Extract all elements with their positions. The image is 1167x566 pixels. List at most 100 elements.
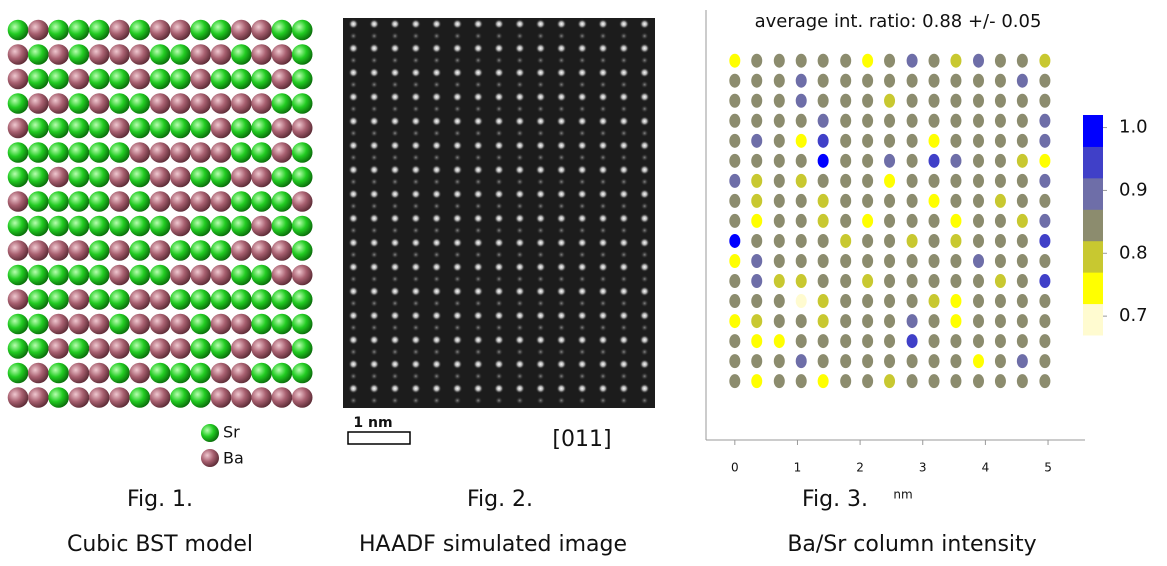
ba-atom [271, 387, 293, 408]
column-dot [751, 193, 763, 208]
column-dot [795, 153, 807, 168]
column-dot [840, 314, 852, 329]
sr-atom [68, 338, 90, 359]
column-dot [751, 334, 763, 349]
sr-atom [190, 313, 211, 335]
column-dot [817, 314, 829, 329]
column-dot [840, 113, 852, 128]
ba-atom [68, 240, 90, 261]
legend-sr-marker [201, 424, 219, 442]
ba-atom [170, 264, 191, 286]
column-dot [729, 253, 741, 268]
scale-bar [347, 431, 411, 445]
ba-atom [271, 117, 293, 139]
sr-atom [28, 313, 49, 335]
column-dot [950, 294, 962, 309]
column-dot [795, 354, 807, 369]
x-tick-label: 3 [919, 461, 927, 475]
column-dot [994, 193, 1006, 208]
column-dot [729, 173, 741, 188]
column-dot [973, 294, 985, 309]
sr-atom [170, 44, 191, 65]
sr-atom [231, 264, 252, 286]
ba-atom [251, 240, 272, 261]
ba-atom [28, 362, 49, 384]
column-dot [773, 93, 785, 108]
ba-atom [149, 387, 171, 408]
sr-atom [291, 215, 313, 237]
sr-atom [271, 93, 293, 114]
sr-atom [190, 387, 211, 408]
sr-atom [109, 142, 130, 163]
column-dot [884, 354, 896, 369]
column-dot [994, 274, 1006, 289]
column-dot [950, 354, 962, 369]
ba-atom [88, 44, 110, 65]
column-dot [729, 274, 741, 289]
column-dot [1016, 354, 1028, 369]
column-dot [884, 233, 896, 248]
ba-atom [210, 264, 232, 286]
column-dot [1016, 93, 1028, 108]
column-dot [795, 53, 807, 68]
ba-atom [48, 93, 69, 114]
ba-atom [7, 240, 29, 261]
column-dot [1039, 153, 1051, 168]
x-tick-label: 5 [1044, 461, 1052, 475]
ba-atom [231, 240, 252, 261]
column-dot [884, 294, 896, 309]
column-dot [906, 213, 918, 228]
column-dot [884, 73, 896, 88]
sr-atom [68, 117, 90, 139]
ba-atom [271, 44, 293, 65]
column-dot [884, 53, 896, 68]
column-dot [950, 53, 962, 68]
sr-atom [251, 313, 272, 335]
column-dot [862, 173, 874, 188]
sr-atom [129, 215, 151, 237]
column-dot [906, 133, 918, 148]
sr-atom [231, 142, 252, 163]
column-dot [729, 213, 741, 228]
column-dot [751, 53, 763, 68]
column-dot [729, 193, 741, 208]
column-dot [973, 213, 985, 228]
colorbar-band [1083, 177, 1103, 210]
column-dot [862, 374, 874, 389]
sr-atom [109, 215, 130, 237]
sr-atom [291, 166, 313, 188]
column-dot [1039, 93, 1051, 108]
column-dot [773, 173, 785, 188]
ba-atom [48, 166, 69, 188]
column-dot [729, 93, 741, 108]
sr-atom [129, 93, 151, 114]
legend-label: Sr [223, 423, 240, 442]
column-dot [884, 314, 896, 329]
column-dot [906, 73, 918, 88]
column-dot [840, 153, 852, 168]
colorbar-band [1083, 303, 1103, 336]
column-dot [773, 374, 785, 389]
colorbar-label: 0.9 [1119, 179, 1148, 200]
column-dot [950, 213, 962, 228]
column-dot [973, 133, 985, 148]
sr-atom [149, 68, 171, 90]
column-dot [795, 93, 807, 108]
sr-atom [48, 68, 69, 90]
sr-atom [48, 19, 69, 41]
sr-atom [210, 19, 232, 41]
column-dot [884, 213, 896, 228]
column-dot [973, 233, 985, 248]
ba-atom [170, 166, 191, 188]
ba-atom [88, 362, 110, 384]
sr-atom [129, 117, 151, 139]
column-dot [1039, 334, 1051, 349]
column-dot [1039, 374, 1051, 389]
column-dot [950, 334, 962, 349]
column-dot [1016, 213, 1028, 228]
column-dot [729, 53, 741, 68]
column-dot [840, 294, 852, 309]
ba-atom [7, 44, 29, 65]
column-dot [994, 173, 1006, 188]
column-dot [1039, 354, 1051, 369]
